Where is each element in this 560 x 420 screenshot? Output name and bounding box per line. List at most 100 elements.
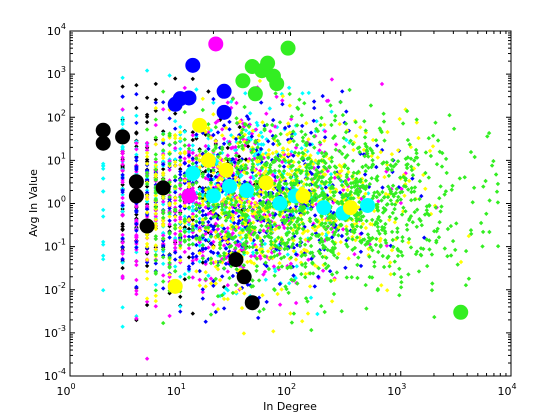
small-point-series-2 bbox=[329, 77, 335, 82]
x-tick-label: 102 bbox=[277, 382, 296, 398]
small-point-series-5 bbox=[348, 138, 353, 143]
small-point-series-5 bbox=[363, 178, 368, 183]
small-point-series-5 bbox=[483, 178, 488, 184]
small-point-series-5 bbox=[390, 157, 395, 163]
small-point-series-1 bbox=[182, 272, 187, 277]
small-point-series-5 bbox=[375, 202, 380, 207]
small-point-series-4 bbox=[353, 133, 359, 139]
small-point-series-5 bbox=[427, 238, 432, 243]
small-point-series-5 bbox=[275, 184, 280, 189]
small-point-series-5 bbox=[344, 198, 349, 203]
small-point-series-5 bbox=[310, 254, 316, 259]
small-point-series-5 bbox=[273, 133, 278, 139]
small-point-series-5 bbox=[332, 170, 337, 175]
small-point-series-4 bbox=[144, 193, 150, 198]
small-point-series-4 bbox=[320, 217, 325, 222]
small-point-series-4 bbox=[256, 133, 262, 138]
small-point-series-5 bbox=[238, 135, 243, 141]
small-point-series-4 bbox=[336, 251, 341, 256]
small-point-series-4 bbox=[363, 191, 368, 196]
small-point-series-5 bbox=[304, 165, 309, 170]
small-point-series-5 bbox=[264, 202, 270, 207]
small-point-series-4 bbox=[379, 283, 384, 288]
small-point-series-5 bbox=[344, 242, 349, 247]
small-point-series-3 bbox=[255, 217, 260, 223]
small-point-series-5 bbox=[262, 234, 267, 239]
small-point-series-5 bbox=[288, 225, 294, 231]
small-point-series-2 bbox=[272, 124, 278, 129]
small-point-series-5 bbox=[225, 215, 230, 220]
small-point-series-4 bbox=[245, 259, 250, 265]
small-point-series-4 bbox=[153, 243, 158, 248]
small-point-series-5 bbox=[398, 190, 403, 195]
small-point-series-5 bbox=[197, 203, 202, 209]
small-point-series-5 bbox=[221, 266, 227, 271]
small-point-series-5 bbox=[285, 240, 290, 245]
small-point-series-5 bbox=[338, 222, 343, 228]
small-point-series-5 bbox=[200, 107, 205, 113]
small-point-series-5 bbox=[238, 139, 243, 145]
small-point-series-4 bbox=[271, 186, 276, 192]
small-point-series-1 bbox=[366, 191, 371, 196]
small-point-series-5 bbox=[167, 161, 172, 167]
small-point-series-5 bbox=[317, 194, 322, 199]
small-point-series-5 bbox=[167, 210, 172, 216]
small-point-series-5 bbox=[296, 167, 302, 173]
small-point-series-5 bbox=[369, 176, 374, 181]
small-point-series-5 bbox=[354, 216, 359, 221]
small-point-series-5 bbox=[332, 230, 338, 235]
large-point-series-4 bbox=[295, 188, 311, 204]
small-point-series-4 bbox=[313, 158, 318, 163]
small-point-series-5 bbox=[273, 155, 278, 160]
small-point-series-5 bbox=[275, 174, 280, 180]
small-point-series-5 bbox=[389, 201, 395, 207]
small-point-series-5 bbox=[272, 249, 277, 254]
small-point-series-5 bbox=[223, 218, 229, 223]
small-point-series-2 bbox=[253, 127, 259, 132]
small-point-series-3 bbox=[178, 309, 183, 314]
small-point-series-5 bbox=[197, 148, 202, 154]
small-point-series-2 bbox=[173, 198, 178, 203]
small-point-series-1 bbox=[246, 131, 252, 136]
small-point-series-4 bbox=[236, 268, 241, 274]
small-point-series-3 bbox=[235, 221, 241, 226]
small-point-series-5 bbox=[200, 256, 205, 261]
small-point-series-5 bbox=[303, 264, 308, 269]
small-point-series-5 bbox=[406, 272, 411, 277]
small-point-series-3 bbox=[153, 261, 158, 266]
small-point-series-4 bbox=[190, 214, 195, 220]
small-point-series-4 bbox=[186, 159, 192, 164]
small-point-series-4 bbox=[346, 256, 351, 261]
small-point-series-5 bbox=[237, 181, 242, 186]
small-point-series-5 bbox=[363, 168, 368, 174]
small-point-series-5 bbox=[364, 144, 369, 150]
small-point-series-5 bbox=[215, 263, 221, 268]
large-point-series-4 bbox=[342, 200, 358, 216]
small-point-series-5 bbox=[303, 253, 308, 258]
small-point-series-1 bbox=[315, 311, 320, 317]
small-point-series-5 bbox=[367, 254, 372, 259]
small-point-series-5 bbox=[312, 175, 318, 181]
small-point-series-5 bbox=[295, 281, 300, 286]
small-point-series-5 bbox=[383, 208, 388, 213]
small-point-series-5 bbox=[259, 156, 265, 162]
small-point-series-0 bbox=[120, 226, 125, 232]
small-point-series-5 bbox=[330, 272, 335, 277]
small-point-series-3 bbox=[280, 185, 286, 191]
small-point-series-5 bbox=[495, 200, 501, 205]
small-point-series-1 bbox=[254, 120, 259, 125]
small-point-series-4 bbox=[221, 196, 227, 202]
small-point-series-3 bbox=[230, 156, 236, 162]
small-point-series-2 bbox=[230, 231, 236, 236]
small-point-series-3 bbox=[273, 174, 278, 180]
small-point-series-5 bbox=[298, 236, 303, 241]
small-point-series-5 bbox=[243, 233, 249, 238]
small-point-series-4 bbox=[178, 245, 183, 251]
small-point-series-3 bbox=[120, 94, 125, 99]
small-point-series-5 bbox=[247, 230, 252, 235]
large-point-series-0 bbox=[244, 295, 260, 311]
small-point-series-0 bbox=[134, 131, 139, 136]
small-point-series-5 bbox=[317, 140, 323, 145]
small-point-series-5 bbox=[417, 179, 423, 184]
small-point-series-1 bbox=[101, 189, 106, 194]
